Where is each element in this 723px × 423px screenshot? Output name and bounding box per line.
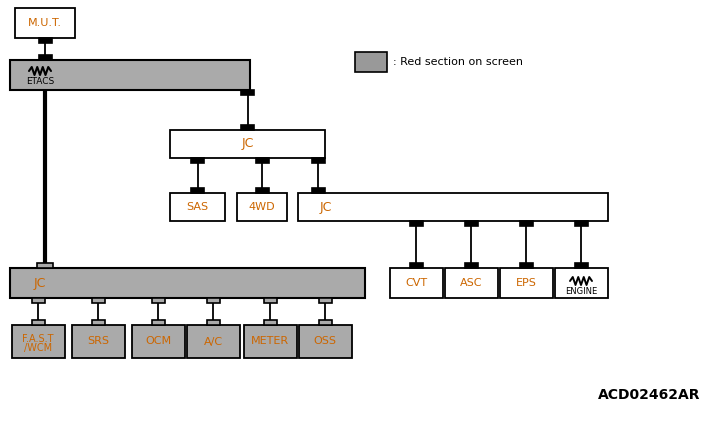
Bar: [10, 60, 250, 90]
Bar: [32, 298, 45, 303]
Bar: [237, 193, 287, 221]
Bar: [152, 298, 165, 303]
Bar: [191, 158, 204, 163]
Text: JC: JC: [34, 277, 46, 289]
Bar: [12, 325, 64, 358]
Bar: [409, 221, 422, 226]
Bar: [191, 188, 204, 193]
Text: : Red section on screen: : Red section on screen: [393, 57, 523, 67]
Text: JC: JC: [320, 201, 332, 214]
Bar: [520, 263, 533, 268]
Text: JC: JC: [241, 137, 254, 151]
Bar: [355, 52, 387, 72]
Bar: [207, 298, 220, 303]
Text: OCM: OCM: [145, 337, 171, 346]
Bar: [241, 90, 254, 95]
Bar: [520, 221, 533, 226]
Bar: [15, 8, 75, 38]
Bar: [263, 320, 276, 325]
Text: METER: METER: [251, 337, 289, 346]
Bar: [464, 263, 477, 268]
Bar: [575, 263, 588, 268]
Bar: [298, 193, 608, 221]
Bar: [390, 268, 442, 298]
Bar: [72, 325, 124, 358]
Text: A/C: A/C: [203, 337, 223, 346]
Bar: [207, 320, 220, 325]
Bar: [299, 325, 351, 358]
Bar: [464, 221, 477, 226]
Bar: [255, 158, 268, 163]
Text: ACD02462AR: ACD02462AR: [597, 388, 700, 402]
Bar: [187, 325, 239, 358]
Bar: [319, 320, 332, 325]
Text: SRS: SRS: [87, 337, 109, 346]
Bar: [38, 55, 51, 60]
Bar: [255, 188, 268, 193]
Text: EPS: EPS: [515, 278, 536, 288]
Text: 4WD: 4WD: [249, 202, 275, 212]
Bar: [152, 320, 165, 325]
Bar: [263, 298, 276, 303]
Bar: [92, 298, 105, 303]
Bar: [170, 193, 225, 221]
Bar: [312, 188, 325, 193]
Text: SAS: SAS: [187, 202, 208, 212]
Bar: [312, 158, 325, 163]
Text: OSS: OSS: [314, 337, 336, 346]
Text: M.U.T.: M.U.T.: [28, 18, 62, 28]
Bar: [241, 125, 254, 130]
Bar: [10, 268, 365, 298]
Bar: [409, 263, 422, 268]
Bar: [319, 298, 332, 303]
Bar: [555, 268, 607, 298]
Bar: [38, 38, 51, 43]
Text: CVT: CVT: [405, 278, 427, 288]
Bar: [132, 325, 184, 358]
Bar: [500, 268, 552, 298]
Bar: [92, 320, 105, 325]
Text: ENGINE: ENGINE: [565, 286, 597, 296]
Bar: [32, 320, 45, 325]
Text: /WCM: /WCM: [24, 343, 52, 352]
Text: ASC: ASC: [460, 278, 482, 288]
Bar: [445, 268, 497, 298]
Bar: [575, 221, 588, 226]
Bar: [37, 263, 53, 268]
Bar: [170, 130, 325, 158]
Bar: [244, 325, 296, 358]
Text: ETACS: ETACS: [26, 77, 54, 86]
Text: F.A.S.T: F.A.S.T: [22, 333, 54, 343]
